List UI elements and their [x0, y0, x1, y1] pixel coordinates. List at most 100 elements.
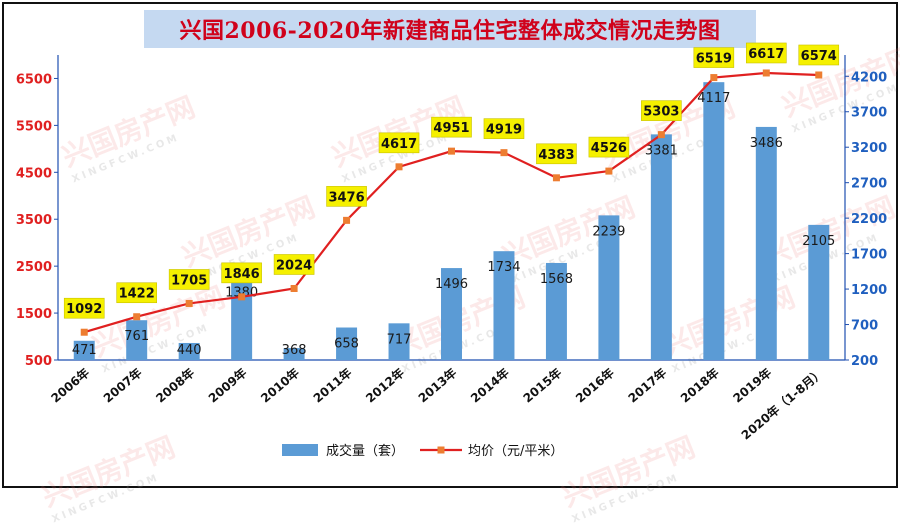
- bar-value-label: 1496: [435, 277, 468, 292]
- price-marker: [238, 293, 246, 301]
- price-value-label: 6617: [748, 47, 784, 62]
- x-axis-category-label: 2018年: [677, 365, 721, 406]
- price-value-box: [63, 297, 105, 319]
- left-axis-tick-label: 6500: [16, 72, 52, 87]
- right-axis-tick-label: 4200: [851, 70, 887, 85]
- right-axis-tick-label: 700: [851, 319, 878, 334]
- price-value-label: 1705: [171, 273, 207, 288]
- bar-value-label: 440: [177, 343, 202, 358]
- chart-title: 兴国2006-2020年新建商品住宅整体成交情况走势图: [179, 18, 721, 44]
- left-axis-tick-label: 500: [25, 354, 52, 369]
- price-marker: [448, 147, 455, 155]
- right-axis-tick-label: 3200: [851, 141, 887, 156]
- bar-value-label: 471: [72, 343, 97, 358]
- bar: [336, 327, 358, 360]
- x-axis-category-label: 2014年: [467, 365, 511, 406]
- bar-value-label: 1734: [487, 260, 520, 275]
- x-axis-category-label: 2013年: [415, 365, 459, 406]
- chart-frame: [2, 2, 898, 488]
- bar: [808, 224, 830, 360]
- x-axis-category-label: 2009年: [205, 365, 249, 406]
- legend-bar-swatch: [282, 444, 318, 456]
- right-axis-tick-label: 200: [851, 354, 878, 369]
- price-value-label: 1422: [119, 287, 155, 302]
- right-axis-tick-label: 2200: [851, 212, 887, 227]
- price-value-label: 6519: [696, 52, 732, 67]
- price-marker: [762, 69, 770, 77]
- legend-line-marker: [437, 446, 445, 454]
- x-axis-category-label: 2010年: [258, 365, 302, 406]
- price-value-label: 3476: [328, 190, 364, 205]
- bar-value-label: 761: [124, 329, 149, 344]
- bar-value-label: 2105: [802, 234, 835, 249]
- price-value-label: 5303: [643, 105, 679, 120]
- price-marker: [552, 174, 560, 182]
- chart-title-box: 兴国2006-2020年新建商品住宅整体成交情况走势图: [144, 10, 756, 48]
- price-value-box: [693, 47, 735, 68]
- bar: [650, 134, 672, 360]
- bar-value-label: 717: [387, 332, 412, 347]
- bar: [178, 342, 200, 360]
- price-value-label: 1092: [66, 302, 102, 317]
- price-value-box: [221, 262, 262, 284]
- price-marker: [605, 167, 613, 175]
- bar-value-label: 3381: [645, 143, 678, 158]
- price-value-box: [798, 44, 840, 66]
- bar: [73, 340, 95, 360]
- bar: [703, 82, 725, 360]
- x-axis-category-label: 2006年: [48, 365, 92, 406]
- price-value-label: 2024: [276, 258, 312, 273]
- bar: [545, 262, 567, 360]
- bar: [126, 320, 148, 360]
- combo-chart: 500 1500 2500 3500 4500 5500 6500 200 700 1200 170…: [16, 42, 887, 459]
- price-value-box: [745, 42, 787, 64]
- x-axis-category-label: 2008年: [153, 365, 197, 406]
- price-value-box: [273, 254, 315, 275]
- price-value-box: [168, 269, 210, 290]
- bar-value-label: 2239: [592, 224, 625, 239]
- legend-line-label: 均价（元/平米）: [468, 444, 563, 459]
- price-value-box: [536, 143, 577, 165]
- left-axis-tick-label: 4500: [16, 166, 52, 181]
- price-value-box: [641, 100, 682, 121]
- bar: [283, 348, 305, 360]
- price-value-label: 4919: [486, 123, 522, 138]
- price-value-box: [431, 116, 472, 138]
- bar: [598, 215, 620, 360]
- price-value-label: 6574: [801, 49, 837, 64]
- price-value-label: 4617: [381, 137, 417, 152]
- price-marker: [657, 131, 665, 139]
- x-axis-category-label: 2012年: [363, 365, 407, 406]
- bar-value-label: 4117: [697, 91, 730, 106]
- price-value-label: 4526: [591, 141, 627, 156]
- price-value-box: [326, 186, 367, 207]
- x-axis-category-label: 2007年: [100, 365, 144, 406]
- bar-value-label: 658: [334, 337, 359, 352]
- bar: [388, 323, 410, 360]
- bar: [755, 126, 777, 361]
- price-value-label: 4951: [433, 121, 469, 136]
- left-axis-tick-label: 5500: [16, 119, 52, 134]
- left-axis-tick-label: 3500: [16, 213, 52, 228]
- price-value-label: 1846: [224, 267, 260, 282]
- price-marker: [80, 328, 88, 336]
- price-value-box: [378, 132, 420, 154]
- bar: [441, 268, 462, 360]
- price-value-box: [116, 282, 157, 304]
- price-marker: [343, 216, 351, 224]
- right-axis-tick-label: 1700: [851, 248, 887, 263]
- bar-value-label: 3486: [750, 136, 783, 151]
- x-axis-category-label: 2019年: [730, 365, 774, 406]
- bar-value-label: 368: [282, 343, 307, 358]
- x-axis-category-label: 2016年: [572, 365, 616, 406]
- price-marker: [290, 284, 298, 292]
- right-axis-tick-label: 2700: [851, 177, 887, 192]
- bar: [493, 251, 515, 360]
- price-marker: [500, 149, 508, 157]
- bar-value-label: 1568: [540, 272, 573, 287]
- price-marker: [185, 299, 193, 307]
- price-value-box: [588, 136, 630, 158]
- right-axis-tick-label: 3700: [851, 106, 887, 121]
- price-marker: [395, 163, 403, 171]
- left-axis-tick-label: 2500: [16, 260, 52, 275]
